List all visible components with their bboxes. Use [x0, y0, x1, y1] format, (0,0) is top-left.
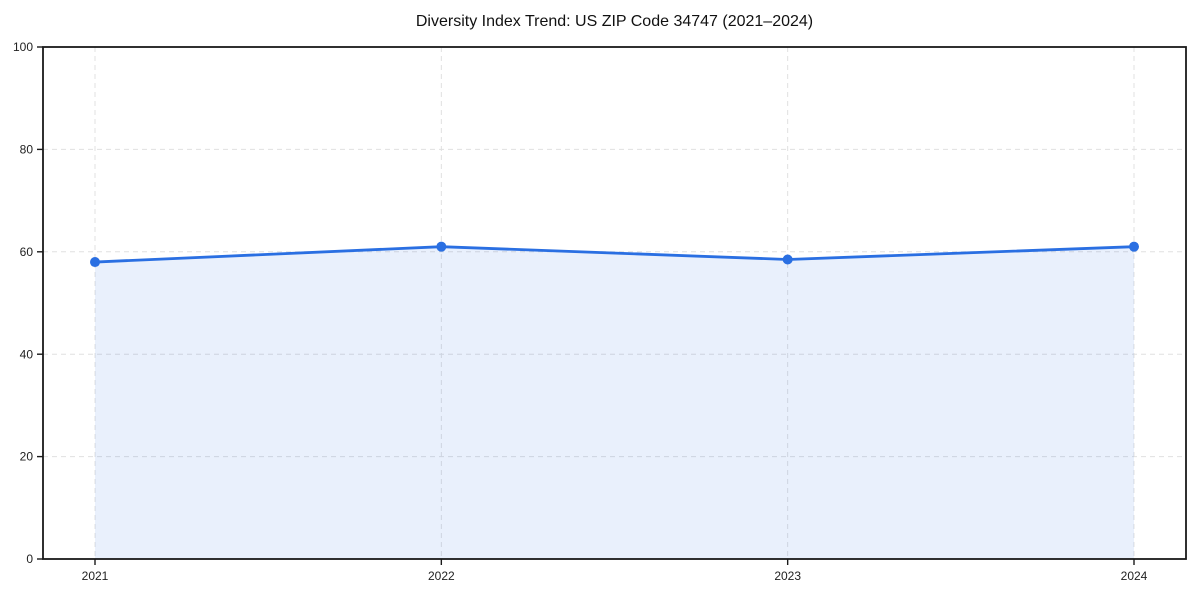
y-tick-label: 20 — [20, 450, 34, 464]
x-tick-label: 2024 — [1121, 569, 1148, 583]
data-point-marker — [436, 241, 447, 252]
chart-title: Diversity Index Trend: US ZIP Code 34747… — [415, 13, 814, 30]
x-tick-label: 2023 — [774, 569, 801, 583]
data-point-marker — [90, 257, 100, 268]
y-tick-label: 100 — [13, 40, 33, 54]
y-tick-label: 40 — [20, 347, 34, 361]
y-tick-label: 80 — [20, 142, 34, 156]
x-tick-label: 2021 — [82, 569, 109, 583]
y-tick-label: 0 — [26, 552, 33, 566]
plot-border — [42, 46, 1187, 560]
data-point-marker — [782, 254, 793, 265]
x-tick-label: 2022 — [428, 569, 455, 583]
area-fill — [95, 246, 1134, 559]
trend-line — [93, 245, 1136, 264]
y-tick-label: 60 — [20, 245, 34, 259]
data-point-marker — [1129, 241, 1139, 252]
